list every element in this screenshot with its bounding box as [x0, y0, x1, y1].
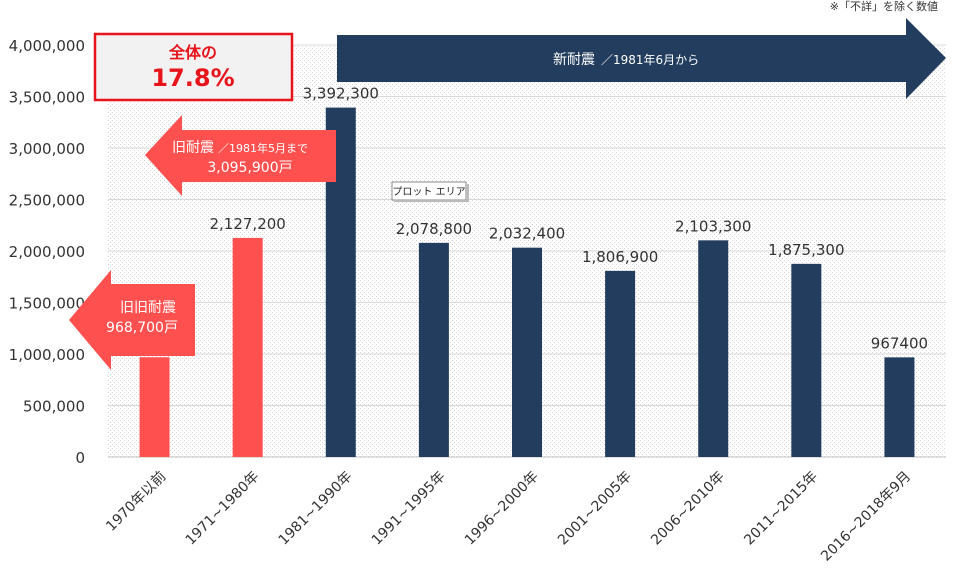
y-tick-label: 3,500,000 [9, 89, 85, 107]
new-standard-label: 新耐震 ／1981年6月から [553, 52, 699, 68]
bar [512, 247, 542, 457]
bar [418, 242, 449, 457]
old-standard-value: 3,095,900戸 [207, 160, 292, 176]
total-share-line1: 全体の [168, 43, 217, 62]
x-tick-label: 1970年以前 [102, 468, 169, 535]
y-tick-label: 4,000,000 [9, 37, 85, 55]
footnote: ※「不詳」を除く数値 [830, 0, 938, 13]
x-tick-label: 2001~2005年 [555, 469, 635, 549]
data-labels: 2,127,200 3,392,300 2,078,800 2,032,400 1,80… [209, 85, 928, 353]
data-label: 2,127,200 [209, 215, 285, 233]
x-tick-label: 2011~2015年 [741, 469, 821, 549]
data-label: 2,032,400 [489, 225, 565, 243]
x-tick-label: 2016~2018年9月 [818, 469, 914, 565]
old-standard-main: 旧耐震 [172, 140, 214, 156]
data-label: 2,103,300 [675, 217, 751, 235]
oldold-standard-arrow: 旧旧耐震 968,700戸 [69, 270, 195, 370]
old-standard-arrow: 旧耐震 ／1981年5月まで 3,095,900戸 [145, 115, 336, 196]
x-tick-label: 2006~2010年 [648, 469, 728, 549]
oldold-standard-value: 968,700戸 [106, 320, 178, 336]
plot-area-tooltip-text: プロット エリア [392, 186, 465, 198]
bar [791, 263, 822, 457]
data-label: 3,392,300 [303, 85, 379, 103]
data-label: 2,078,800 [396, 220, 472, 238]
old-standard-label: 旧耐震 ／1981年5月まで [172, 140, 308, 156]
y-tick-label: 2,000,000 [9, 243, 85, 261]
y-tick-label: 500,000 [23, 398, 85, 416]
y-tick-label: 0 [75, 449, 85, 467]
bar [139, 357, 170, 457]
x-tick-label: 1981~1990年 [276, 469, 356, 549]
data-label: 1,875,300 [768, 241, 844, 259]
plot-area-tooltip: プロット エリア [391, 181, 469, 202]
total-share-callout: 全体の 17.8% [93, 32, 294, 102]
oldold-standard-main: 旧旧耐震 [120, 300, 176, 316]
y-tick-label: 1,500,000 [9, 295, 85, 313]
bar [232, 237, 263, 457]
x-tick-label: 1971~1980年 [183, 469, 263, 549]
new-standard-arrow: 新耐震 ／1981年6月から [337, 18, 946, 99]
total-share-value: 17.8% [151, 64, 234, 92]
y-tick-label: 3,000,000 [9, 140, 85, 158]
new-standard-main: 新耐震 [553, 52, 595, 68]
x-tick-label: 1991~1995年 [369, 469, 449, 549]
bar-series [139, 107, 915, 457]
old-standard-sub: ／1981年5月まで [218, 141, 308, 155]
data-label: 967400 [871, 334, 928, 352]
x-axis: 1970年以前 1971~1980年 1981~1990年 1991~1995年 199… [102, 468, 914, 565]
bar [605, 270, 636, 457]
bar [698, 240, 729, 457]
y-tick-label: 1,000,000 [9, 346, 85, 364]
y-axis: 0 500,000 1,000,000 1,500,000 2,000,000 2,500… [9, 37, 946, 467]
bar [884, 357, 915, 457]
y-tick-label: 2,500,000 [9, 192, 85, 210]
data-label: 1,806,900 [582, 248, 658, 266]
new-standard-sub: ／1981年6月から [601, 53, 699, 67]
x-tick-label: 1996~2000年 [462, 469, 542, 549]
